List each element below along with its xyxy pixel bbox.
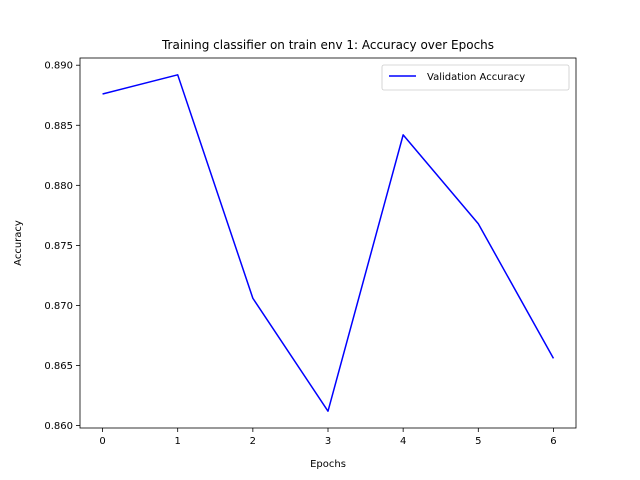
y-tick-label: 0.870 — [44, 301, 73, 312]
x-axis: 0 1 2 3 4 5 6 — [99, 428, 557, 447]
series-line-validation-accuracy — [102, 74, 555, 412]
legend: Validation Accuracy — [381, 64, 570, 91]
legend-label: Validation Accuracy — [427, 72, 525, 83]
y-tick-label: 0.880 — [44, 181, 73, 192]
x-tick-label: 3 — [325, 436, 331, 447]
y-tick-label: 0.860 — [44, 421, 73, 432]
legend-box — [381, 64, 570, 91]
x-tick-label: 4 — [400, 436, 406, 447]
x-tick-label: 0 — [99, 436, 105, 447]
y-axis-label: Accuracy — [13, 220, 24, 266]
y-tick-label: 0.865 — [44, 361, 73, 372]
x-tick-label: 1 — [175, 436, 181, 447]
x-tick-label: 6 — [550, 436, 556, 447]
y-tick-label: 0.890 — [44, 61, 73, 72]
x-axis-label: Epochs — [310, 459, 346, 470]
y-tick-label: 0.875 — [44, 241, 73, 252]
x-tick-label: 2 — [250, 436, 256, 447]
x-tick-label: 5 — [475, 436, 481, 447]
series-lines — [102, 74, 555, 412]
y-axis: 0.860 0.865 0.870 0.875 0.880 0.885 0.890 — [44, 61, 80, 432]
y-tick-label: 0.885 — [44, 121, 73, 132]
chart-title: Training classifier on train env 1: Accu… — [161, 38, 494, 52]
